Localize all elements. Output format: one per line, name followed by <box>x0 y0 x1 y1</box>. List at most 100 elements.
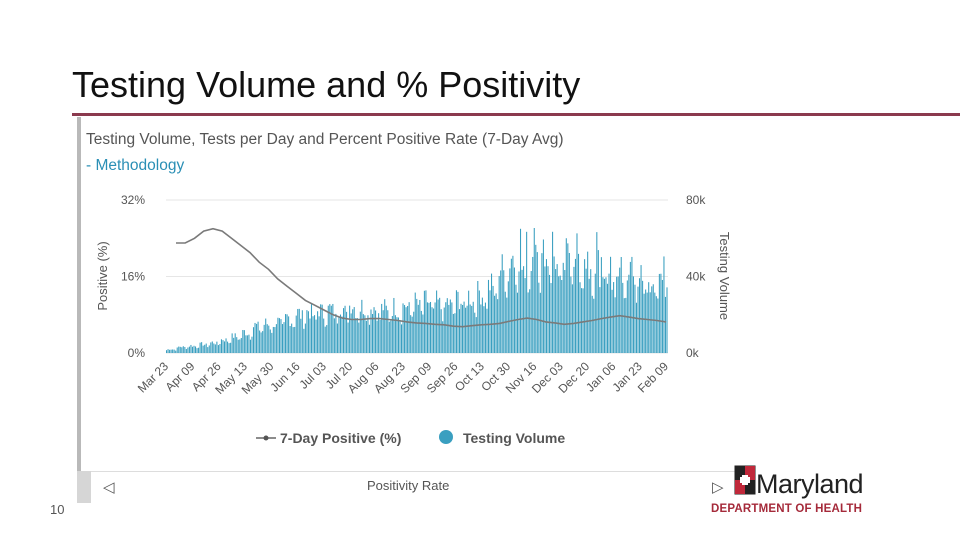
volume-bar <box>573 266 575 353</box>
volume-bar <box>503 270 505 353</box>
volume-bar <box>492 285 494 353</box>
volume-bar <box>323 318 325 353</box>
footer-tab-label[interactable]: Positivity Rate <box>367 478 450 493</box>
volume-bar <box>175 350 177 353</box>
volume-bar <box>442 321 444 353</box>
methodology-link[interactable]: - Methodology <box>86 157 184 174</box>
volume-bar <box>396 317 398 353</box>
volume-bar <box>243 330 245 353</box>
volume-bar <box>593 298 595 353</box>
volume-bar <box>300 318 302 353</box>
volume-bar <box>193 345 195 353</box>
volume-bar <box>509 268 511 353</box>
volume-bar <box>487 279 490 353</box>
volume-bar <box>309 318 311 353</box>
volume-bar <box>283 322 285 353</box>
volume-bar <box>538 282 540 353</box>
volume-bar <box>407 306 409 353</box>
legend-line-marker <box>263 435 269 441</box>
volume-bar <box>307 311 309 353</box>
volume-bar <box>547 266 549 353</box>
volume-bar <box>368 324 371 353</box>
volume-bar <box>179 346 181 353</box>
volume-bar <box>191 346 194 353</box>
volume-bar <box>617 276 619 353</box>
legend-label-positive: 7-Day Positive (%) <box>280 430 401 446</box>
volume-bar <box>320 304 322 353</box>
previous-arrow-icon[interactable]: ◁ <box>103 478 115 496</box>
volume-bar <box>474 312 476 353</box>
volume-bar <box>497 299 499 353</box>
volume-bar <box>527 292 529 353</box>
volume-bar <box>387 310 389 353</box>
footer-scroll-shade <box>77 471 91 503</box>
volume-bar <box>631 256 633 353</box>
volume-bar <box>230 342 232 353</box>
volume-bar <box>361 299 363 353</box>
volume-bar <box>271 332 273 353</box>
volume-bar <box>355 318 357 353</box>
volume-bar <box>385 305 387 353</box>
volume-bar <box>440 309 442 353</box>
volume-bar <box>318 316 320 353</box>
volume-bar <box>559 275 561 353</box>
volume-bar <box>422 314 424 353</box>
volume-bar <box>324 326 326 353</box>
volume-bar <box>521 269 523 353</box>
volume-bar <box>249 339 251 353</box>
volume-bar <box>619 267 621 353</box>
panel-scroll-edge[interactable] <box>77 117 81 471</box>
x-tick-label: Jun 16 <box>267 359 303 395</box>
volume-bar <box>245 335 247 353</box>
volume-bar <box>223 341 226 353</box>
volume-bar <box>167 349 169 353</box>
volume-bar <box>445 302 447 353</box>
volume-bar <box>343 308 345 353</box>
volume-bar <box>297 308 299 353</box>
right-axis-ticks: 80k 40k 0k <box>686 193 706 360</box>
volume-bar <box>436 290 438 353</box>
volume-bar <box>590 269 592 353</box>
volume-bar <box>411 316 413 353</box>
next-arrow-icon[interactable]: ▷ <box>712 478 724 496</box>
volume-bar <box>252 327 255 353</box>
volume-bar <box>426 302 428 353</box>
volume-bar <box>260 332 262 353</box>
volume-bar <box>498 276 500 353</box>
volume-bar <box>262 331 264 353</box>
legend-item-positive[interactable]: 7-Day Positive (%) <box>256 430 401 446</box>
volume-bar <box>335 313 337 353</box>
volume-bar <box>188 346 190 353</box>
chart-title: Testing Volume, Tests per Day and Percen… <box>86 131 564 148</box>
volume-bar <box>353 307 355 353</box>
volume-bar <box>648 282 650 353</box>
volume-bar <box>588 278 590 353</box>
volume-bar <box>561 280 563 353</box>
slide-title: Testing Volume and % Positivity <box>72 64 581 105</box>
volume-bar <box>611 289 613 353</box>
volume-bar <box>281 324 284 353</box>
volume-bar <box>289 326 291 353</box>
volume-bar <box>339 314 342 353</box>
volume-bar <box>431 307 433 353</box>
volume-bar <box>451 302 453 353</box>
volume-bar <box>288 316 290 353</box>
volume-bar <box>579 282 581 353</box>
volume-bar <box>185 349 187 353</box>
left-tick-label: 0% <box>128 346 146 360</box>
volume-bar <box>477 280 479 353</box>
positivity-line-path <box>176 227 667 328</box>
volume-bar <box>570 276 572 353</box>
volume-bar <box>448 304 450 353</box>
legend-item-volume[interactable]: Testing Volume <box>439 430 565 446</box>
volume-bar <box>362 314 364 353</box>
volume-bar <box>166 350 168 353</box>
x-tick-label: Mar 23 <box>135 359 172 396</box>
volume-bar <box>370 309 372 353</box>
volume-bar <box>306 310 308 353</box>
volume-bar <box>629 261 631 353</box>
volume-bar <box>480 304 482 353</box>
volume-bar <box>399 320 401 353</box>
right-tick-label: 0k <box>686 346 700 360</box>
volume-bar <box>301 310 303 353</box>
